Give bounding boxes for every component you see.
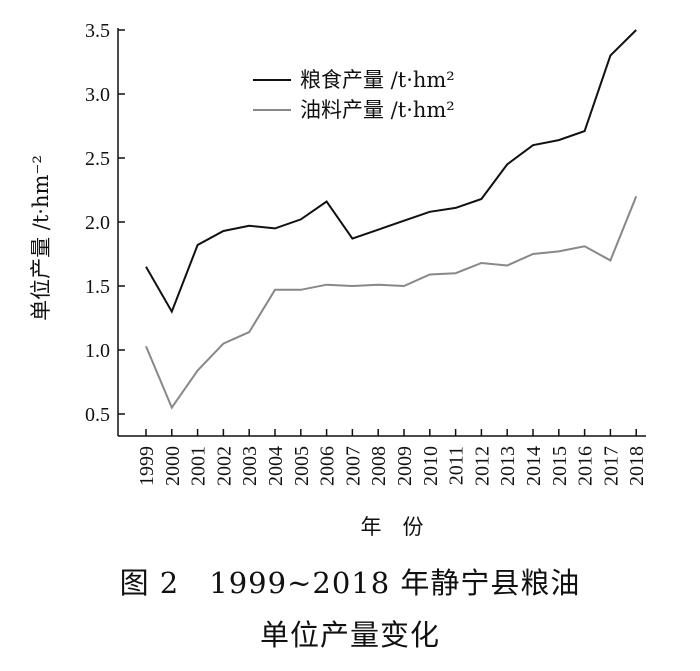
- x-tick-label: 2003: [239, 446, 261, 486]
- x-tick-label: 2015: [549, 446, 571, 486]
- x-tick-label: 2000: [162, 446, 184, 486]
- x-tick-label: 2001: [188, 446, 210, 486]
- y-tick-label: 2.5: [85, 148, 110, 170]
- x-tick-label: 2007: [342, 446, 364, 486]
- chart-axes: [117, 28, 646, 437]
- y-tick-label: 0.5: [85, 404, 110, 426]
- y-tick-label: 3.5: [85, 20, 110, 42]
- series-line-1: [145, 29, 637, 314]
- y-tick-label: 1.0: [85, 340, 110, 362]
- x-tick-label: 1999: [136, 446, 158, 486]
- y-tick-label: 2.0: [85, 212, 110, 234]
- x-tick-label: 2016: [575, 446, 597, 486]
- x-axis-ticks: 1999 2000 2001 2002 2003 2004 2005 2006 2007 2008…: [136, 429, 648, 486]
- legend: 粮食产量 /t·hm² 油料产量 /t·hm²: [253, 68, 455, 122]
- x-tick-label: 2013: [497, 446, 519, 486]
- x-tick-label: 2009: [394, 446, 416, 486]
- y-axis-ticks: 0.5 1.0 1.5 2.0 2.5 3.0 3.5: [85, 20, 125, 426]
- legend-label-1: 粮食产量 /t·hm²: [300, 68, 455, 92]
- x-tick-label: 2018: [626, 446, 648, 486]
- x-tick-label: 2017: [600, 446, 622, 486]
- x-tick-label: 2004: [265, 446, 287, 486]
- x-tick-label: 2011: [446, 446, 468, 485]
- x-axis-title: 年 份: [361, 515, 424, 539]
- x-tick-label: 2008: [368, 446, 390, 486]
- x-tick-label: 2014: [523, 446, 545, 486]
- x-tick-label: 2012: [471, 446, 493, 486]
- x-tick-label: 2006: [317, 446, 339, 486]
- legend-label-2: 油料产量 /t·hm²: [300, 98, 455, 122]
- series-line-2: [145, 196, 638, 410]
- x-tick-label: 2010: [420, 446, 442, 486]
- y-tick-label: 1.5: [85, 276, 110, 298]
- figure-caption-line-2: 单位产量变化: [259, 618, 440, 652]
- y-tick-label: 3.0: [85, 84, 110, 106]
- figure-caption-line-1: 图 2 1999~2018 年静宁县粮油: [119, 566, 581, 600]
- series-lines: [145, 29, 638, 410]
- line-chart: 0.51.01.52.02.53.03.5 1999 2000 2001 2002 20…: [29, 20, 648, 539]
- x-tick-label: 2005: [291, 446, 313, 486]
- y-axis-title: 单位产量 /t·hm⁻²: [29, 155, 53, 321]
- x-tick-label: 2002: [213, 446, 235, 486]
